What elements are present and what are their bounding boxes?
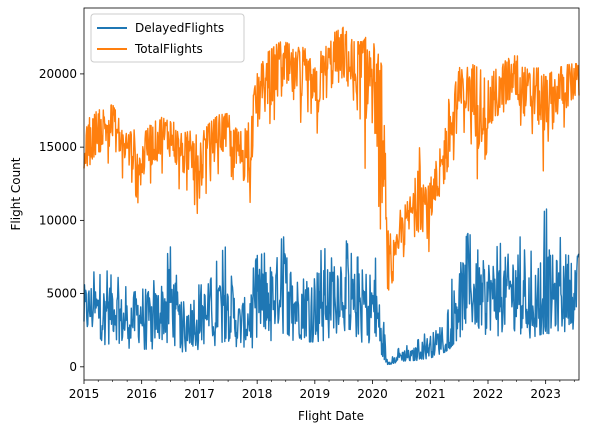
x-axis: 2015 2016 2017 2018 2019 2020 2021 2022 2023 xyxy=(69,380,575,401)
plot-frame xyxy=(83,7,580,381)
y-axis-label: Flight Count xyxy=(9,157,23,230)
x-tick-label-2022: 2022 xyxy=(473,387,504,401)
series-layer xyxy=(83,26,580,366)
series-line-totalflights xyxy=(83,26,580,291)
x-tick-label-2023: 2023 xyxy=(530,387,561,401)
y-tick-label-5000: 5000 xyxy=(46,287,77,301)
y-tick-label-20000: 20000 xyxy=(39,67,77,81)
y-tick-label-0: 0 xyxy=(69,360,77,374)
x-tick-label-2016: 2016 xyxy=(126,387,157,401)
x-tick-label-2017: 2017 xyxy=(184,387,215,401)
legend: DelayedFlights TotalFlights xyxy=(90,13,245,63)
y-axis: 0 5000 10000 15000 20000 xyxy=(39,67,84,374)
series-line-delayedflights xyxy=(83,208,580,366)
legend-box xyxy=(90,13,245,63)
y-tick-label-10000: 10000 xyxy=(39,213,77,227)
legend-label-delayedflights: DelayedFlights xyxy=(135,21,224,35)
legend-label-totalflights: TotalFlights xyxy=(134,42,203,56)
x-tick-label-2018: 2018 xyxy=(242,387,273,401)
x-tick-label-2019: 2019 xyxy=(300,387,331,401)
x-tick-label-2021: 2021 xyxy=(415,387,446,401)
y-tick-label-15000: 15000 xyxy=(39,140,77,154)
x-tick-label-2015: 2015 xyxy=(69,387,100,401)
x-tick-label-2020: 2020 xyxy=(357,387,388,401)
x-axis-label: Flight Date xyxy=(298,409,364,423)
